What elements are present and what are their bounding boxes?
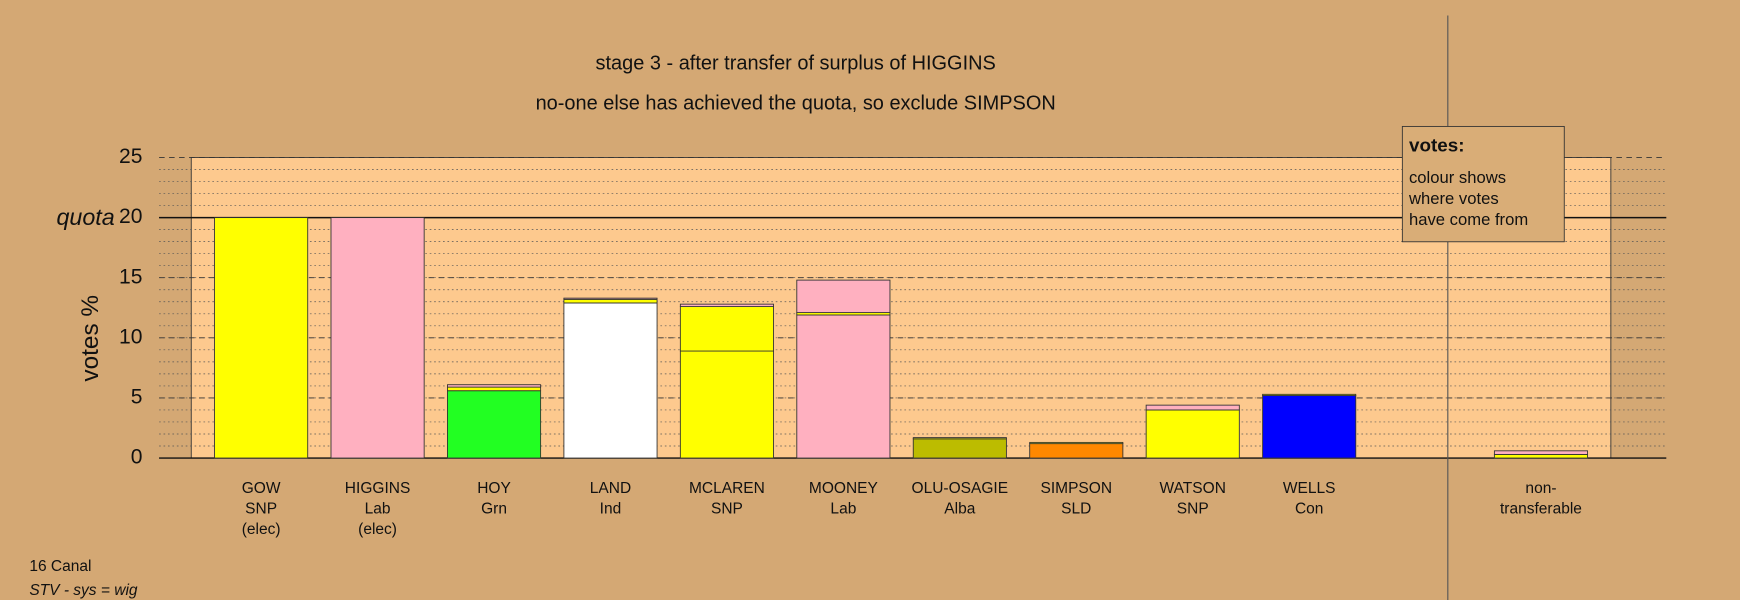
x-tick-label: non- — [1525, 480, 1556, 497]
footer-line: 16 Canal — [29, 558, 91, 575]
bar-segment — [1262, 393, 1357, 396]
note-line: have come from — [1409, 210, 1528, 229]
bar-segment — [912, 438, 1007, 459]
bar-segment — [796, 314, 891, 459]
bar-segment — [1029, 443, 1124, 459]
x-tick-label: Con — [1295, 501, 1323, 518]
x-tick-label: HOY — [477, 480, 511, 497]
bar-segment — [796, 279, 891, 314]
quota-label: quota — [56, 204, 114, 230]
x-tick-label: OLU-OSAGIE — [912, 480, 1009, 497]
bar-segment — [563, 297, 658, 300]
bar-segment — [447, 390, 542, 459]
bar-segment — [214, 217, 309, 459]
bar-segment — [447, 386, 542, 392]
note-frame — [1401, 125, 1565, 243]
bar-segment — [330, 217, 425, 459]
y-tick-label: 10 — [119, 325, 142, 348]
x-tick-label: WELLS — [1283, 480, 1336, 497]
bar-segment — [1145, 409, 1240, 459]
bar-segment — [1029, 441, 1124, 445]
bar-segment — [679, 350, 774, 459]
note-title: votes: — [1409, 134, 1465, 155]
x-tick-label: (elec) — [242, 521, 281, 538]
bar-segment — [679, 306, 774, 352]
y-tick-label: 15 — [119, 265, 142, 288]
bar-segment — [1493, 450, 1589, 455]
bar-segment — [679, 303, 774, 308]
note-line: where votes — [1408, 189, 1499, 208]
bar-segment — [1493, 453, 1589, 459]
chart-title: stage 3 - after transfer of surplus of H… — [596, 53, 996, 75]
x-tick-label: MOONEY — [809, 480, 879, 497]
x-tick-label: Ind — [600, 501, 622, 518]
x-tick-label: SNP — [711, 501, 743, 518]
bar-segment — [1262, 395, 1357, 459]
x-tick-label: SLD — [1061, 501, 1091, 518]
note-line: colour shows — [1409, 168, 1506, 187]
x-tick-label: Alba — [944, 501, 975, 518]
bar-segment — [447, 384, 542, 388]
bar-segment — [912, 437, 1007, 440]
note-box: votes: colour shows where votes have come f… — [1401, 125, 1565, 243]
chart-subtitle: no-one else has achieved the quota, so e… — [536, 93, 1056, 115]
x-tick-label: Lab — [830, 501, 856, 518]
x-tick-label: transferable — [1500, 501, 1582, 518]
bar-segment — [563, 302, 658, 459]
y-tick-label: 25 — [119, 145, 142, 168]
plot-panel — [190, 157, 1612, 459]
y-tick-label: 0 — [131, 446, 143, 469]
x-tick-label: SIMPSON — [1041, 480, 1113, 497]
x-tick-label: Grn — [481, 501, 507, 518]
y-tick-label: 20 — [119, 205, 142, 228]
x-tick-label: SNP — [1177, 501, 1209, 518]
x-tick-label: Lab — [365, 501, 391, 518]
bar-segment — [1145, 404, 1240, 411]
y-tick-label: 5 — [131, 385, 143, 408]
x-tick-label: WATSON — [1160, 480, 1226, 497]
x-tick-label: MCLAREN — [689, 480, 765, 497]
y-axis-label: votes % — [77, 295, 104, 382]
x-tick-label: LAND — [590, 480, 631, 497]
footer-line: STV - sys = wig — [29, 582, 138, 599]
bar-segment — [563, 298, 658, 304]
x-tick-label: SNP — [245, 501, 277, 518]
x-tick-label: GOW — [242, 480, 281, 497]
x-tick-label: HIGGINS — [345, 480, 411, 497]
x-tick-label: (elec) — [358, 521, 397, 538]
